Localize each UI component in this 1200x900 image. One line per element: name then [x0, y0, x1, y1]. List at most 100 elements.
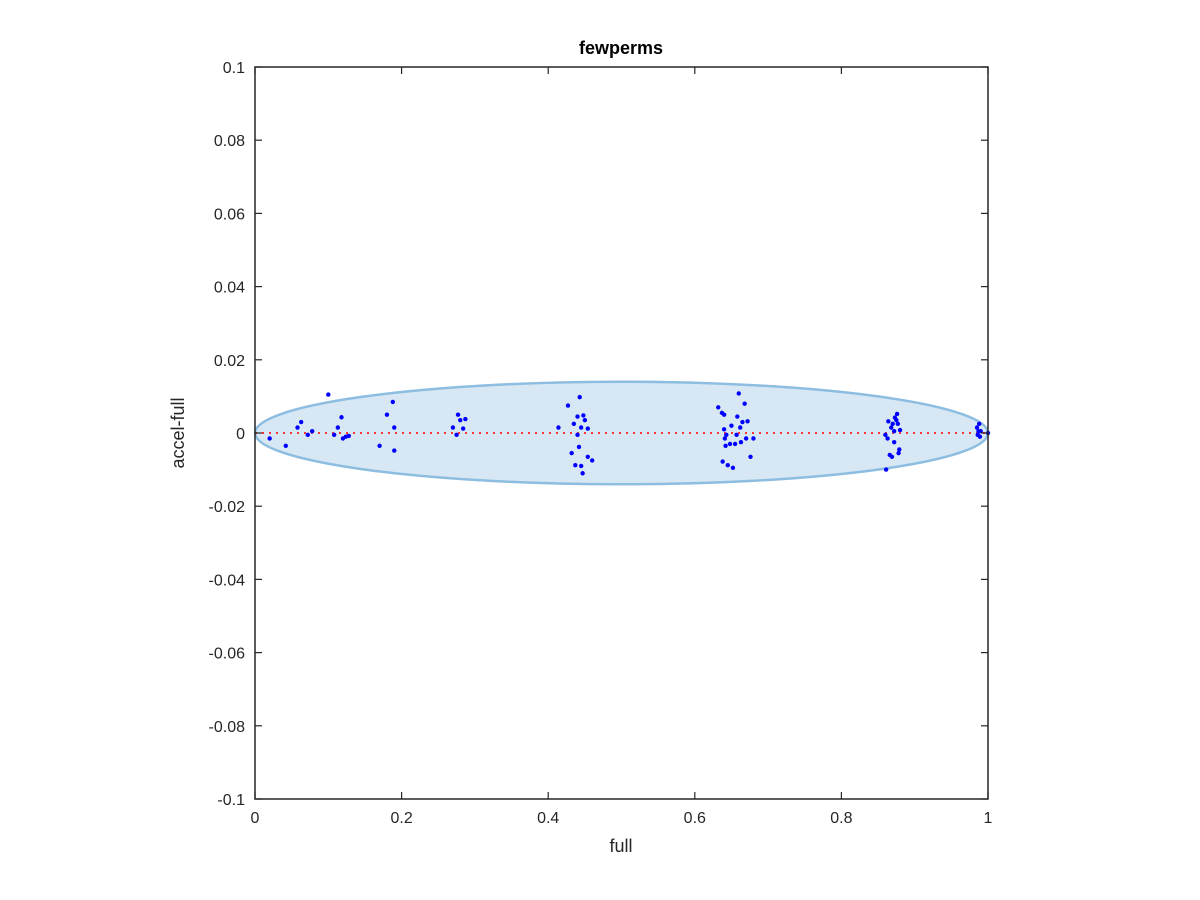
- data-point: [267, 436, 272, 441]
- data-point: [725, 463, 730, 468]
- data-point: [575, 432, 580, 438]
- data-point: [742, 401, 747, 406]
- data-point: [743, 436, 749, 441]
- y-tick-label: 0.06: [214, 206, 245, 223]
- data-point: [384, 412, 390, 417]
- data-point: [897, 447, 902, 452]
- plot-area: [253, 380, 991, 486]
- data-point: [458, 417, 463, 423]
- data-point: [722, 436, 728, 441]
- data-point: [573, 463, 578, 468]
- data-point: [377, 443, 382, 449]
- data-point: [748, 454, 753, 459]
- data-point: [723, 443, 728, 449]
- data-point: [751, 436, 756, 441]
- data-point: [283, 443, 288, 449]
- data-point: [339, 415, 344, 420]
- data-point: [895, 421, 901, 427]
- data-point: [589, 458, 595, 463]
- data-point: [727, 441, 733, 447]
- data-point: [891, 428, 897, 434]
- data-point: [331, 432, 337, 438]
- data-point: [897, 427, 903, 433]
- data-point: [565, 403, 571, 408]
- y-tick-label: -0.04: [209, 572, 246, 589]
- x-axis-label: full: [609, 836, 632, 856]
- x-tick-label: 0.2: [390, 810, 412, 827]
- data-point: [569, 450, 574, 456]
- data-point: [729, 423, 734, 428]
- x-tick-label: 0.8: [830, 810, 852, 827]
- data-point: [450, 425, 456, 430]
- data-point: [571, 421, 577, 427]
- x-tick-label: 0.4: [537, 810, 559, 827]
- data-point: [578, 425, 584, 430]
- y-tick-label: -0.1: [217, 792, 245, 809]
- data-point: [580, 471, 585, 476]
- data-point: [721, 412, 727, 417]
- data-point: [978, 428, 983, 434]
- data-point: [896, 450, 901, 456]
- y-axis-label: accel-full: [168, 397, 188, 468]
- x-tick-label: 1: [984, 810, 993, 827]
- y-tick-label: -0.06: [209, 646, 246, 663]
- data-point: [890, 421, 895, 427]
- data-point: [738, 439, 744, 445]
- data-point: [738, 425, 743, 430]
- data-point: [735, 414, 740, 419]
- data-point: [460, 426, 466, 431]
- data-point: [974, 425, 980, 430]
- data-point: [585, 454, 590, 459]
- data-point: [886, 419, 891, 424]
- chart-title: fewperms: [579, 38, 663, 58]
- data-point: [732, 441, 738, 447]
- y-tick-label: -0.08: [209, 719, 246, 736]
- data-point: [575, 414, 580, 419]
- data-point: [740, 419, 745, 425]
- y-tick-label: 0: [236, 426, 245, 443]
- data-point: [883, 432, 888, 438]
- data-point: [298, 419, 304, 425]
- data-point: [883, 467, 889, 472]
- data-point: [309, 428, 315, 434]
- data-point: [556, 425, 561, 430]
- data-point: [745, 419, 750, 424]
- data-point: [463, 416, 468, 422]
- data-point: [454, 432, 459, 438]
- data-point: [894, 417, 899, 423]
- data-point: [576, 444, 582, 450]
- data-point: [578, 463, 584, 469]
- data-point: [977, 421, 982, 427]
- data-point: [885, 436, 890, 441]
- data-point: [581, 413, 586, 418]
- data-point: [295, 425, 300, 430]
- data-point: [889, 425, 894, 430]
- data-point: [326, 392, 331, 397]
- y-tick-label: 0.1: [223, 60, 245, 77]
- data-point: [889, 454, 895, 459]
- data-point: [392, 448, 397, 453]
- x-tick-label: 0.6: [684, 810, 706, 827]
- data-point: [390, 399, 396, 405]
- data-point: [894, 411, 900, 417]
- data-point: [346, 433, 352, 439]
- data-point: [891, 439, 897, 445]
- y-tick-label: 0.08: [214, 133, 245, 150]
- data-point: [721, 427, 727, 432]
- data-point: [335, 425, 341, 430]
- data-point: [455, 412, 461, 417]
- data-point: [716, 405, 721, 410]
- data-point: [577, 394, 582, 400]
- data-point: [392, 425, 397, 430]
- data-point: [582, 417, 588, 423]
- data-point: [736, 391, 741, 396]
- data-point: [734, 432, 739, 438]
- data-point: [305, 432, 310, 438]
- axes: 0 0.2 0.4 0.6 0.8 1 -0.1 -0.08 -0.06 -0.04 -0.02 0 0…: [209, 60, 993, 827]
- data-point: [730, 465, 736, 470]
- data-point: [724, 432, 729, 438]
- y-tick-label: 0.02: [214, 353, 245, 370]
- data-point: [720, 459, 725, 464]
- y-tick-label: 0.04: [214, 280, 245, 297]
